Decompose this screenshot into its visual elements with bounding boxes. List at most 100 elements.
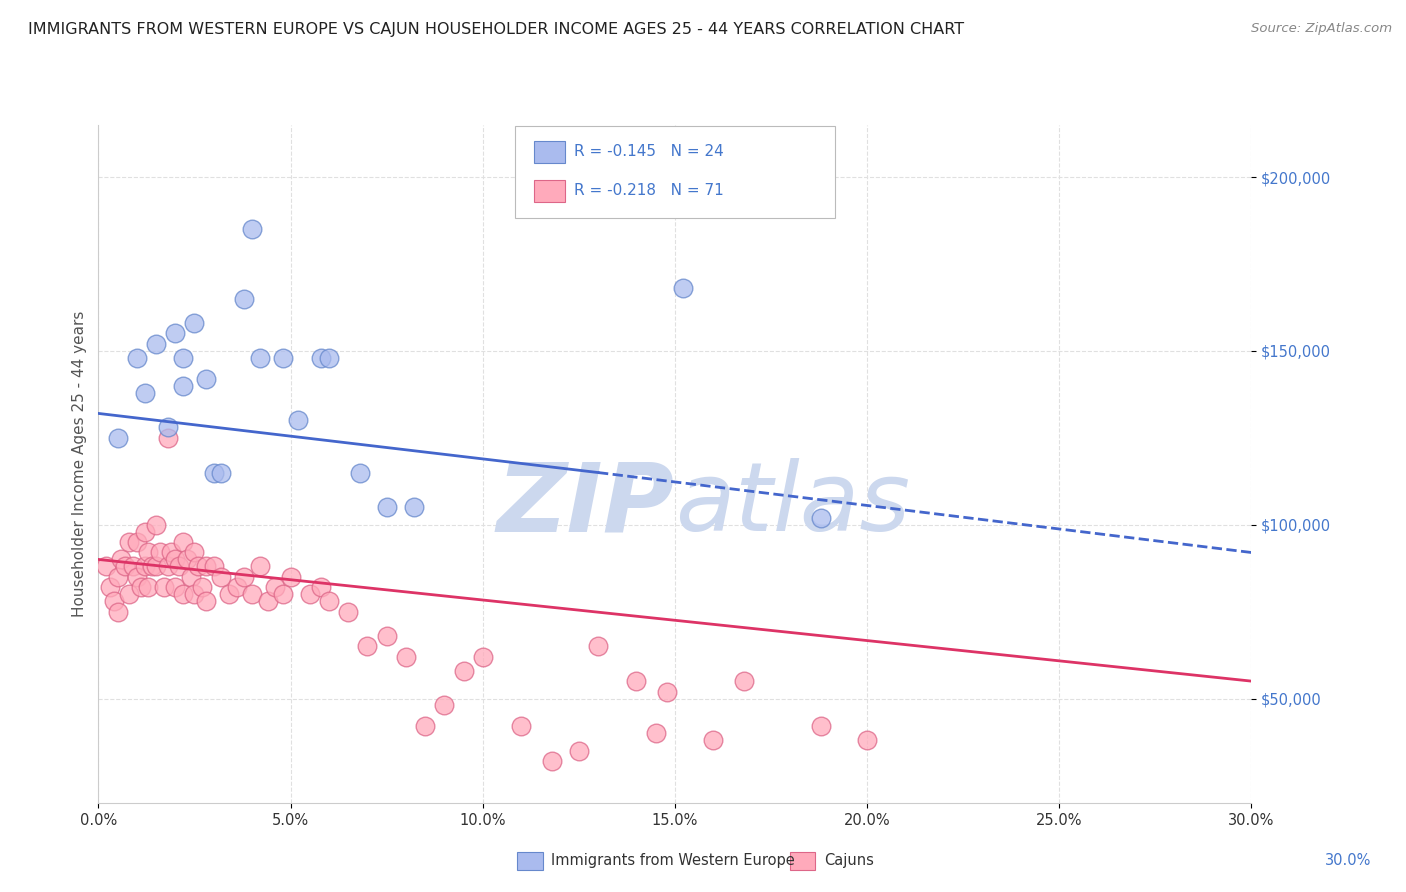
Point: [249, 351, 271, 365]
Point: [129, 580, 152, 594]
Point: [176, 552, 198, 566]
Point: [172, 535, 194, 549]
Point: [733, 674, 755, 689]
Point: [114, 559, 136, 574]
Point: [165, 580, 187, 594]
Text: R = -0.145   N = 24: R = -0.145 N = 24: [574, 145, 724, 159]
Point: [187, 559, 209, 574]
Point: [644, 726, 666, 740]
Point: [195, 594, 218, 608]
Point: [256, 594, 278, 608]
Point: [249, 559, 271, 574]
Point: [202, 466, 225, 480]
Point: [375, 500, 398, 515]
Point: [810, 719, 832, 733]
Point: [160, 545, 183, 559]
Point: [141, 559, 163, 574]
Point: [172, 351, 194, 365]
Point: [149, 545, 172, 559]
Point: [240, 587, 263, 601]
Point: [107, 570, 129, 584]
Point: [134, 559, 156, 574]
Point: [810, 510, 832, 524]
Point: [202, 559, 225, 574]
Point: [280, 570, 302, 584]
Point: [453, 664, 475, 678]
Point: [145, 517, 167, 532]
Point: [180, 570, 202, 584]
Text: atlas: atlas: [675, 458, 910, 551]
Point: [402, 500, 425, 515]
Point: [395, 649, 418, 664]
Point: [172, 378, 194, 392]
Point: [433, 698, 456, 713]
Point: [156, 420, 179, 434]
Point: [311, 580, 333, 594]
Point: [471, 649, 494, 664]
Point: [271, 587, 294, 601]
Text: Cajuns: Cajuns: [824, 854, 873, 868]
Y-axis label: Householder Income Ages 25 - 44 years: Householder Income Ages 25 - 44 years: [72, 310, 87, 617]
Point: [125, 570, 148, 584]
Point: [152, 580, 174, 594]
Text: IMMIGRANTS FROM WESTERN EUROPE VS CAJUN HOUSEHOLDER INCOME AGES 25 - 44 YEARS CO: IMMIGRANTS FROM WESTERN EUROPE VS CAJUN …: [28, 22, 965, 37]
Point: [349, 466, 371, 480]
Point: [287, 413, 309, 427]
Point: [118, 587, 141, 601]
Point: [122, 559, 145, 574]
Point: [318, 594, 340, 608]
Text: Immigrants from Western Europe: Immigrants from Western Europe: [551, 854, 794, 868]
Point: [218, 587, 240, 601]
Point: [125, 351, 148, 365]
Point: [195, 372, 218, 386]
Text: R = -0.218   N = 71: R = -0.218 N = 71: [574, 184, 724, 198]
Point: [134, 385, 156, 400]
Point: [138, 545, 160, 559]
Point: [138, 580, 160, 594]
Point: [541, 754, 564, 768]
Point: [94, 559, 117, 574]
Point: [510, 719, 533, 733]
Point: [626, 674, 648, 689]
Point: [225, 580, 247, 594]
Point: [586, 640, 609, 654]
Point: [183, 587, 205, 601]
Point: [98, 580, 121, 594]
Point: [165, 326, 187, 341]
Point: [145, 337, 167, 351]
Point: [209, 570, 232, 584]
Point: [125, 535, 148, 549]
Point: [233, 570, 256, 584]
Point: [671, 281, 693, 295]
Point: [195, 559, 218, 574]
Point: [107, 431, 129, 445]
Point: [311, 351, 333, 365]
Point: [183, 316, 205, 330]
Point: [167, 559, 190, 574]
Point: [233, 292, 256, 306]
Point: [107, 605, 129, 619]
Point: [172, 587, 194, 601]
Point: [856, 733, 879, 747]
Point: [375, 629, 398, 643]
Point: [240, 222, 263, 236]
Point: [110, 552, 132, 566]
Point: [145, 559, 167, 574]
Point: [191, 580, 214, 594]
Text: 30.0%: 30.0%: [1324, 854, 1371, 868]
Point: [356, 640, 378, 654]
Point: [264, 580, 287, 594]
Text: Source: ZipAtlas.com: Source: ZipAtlas.com: [1251, 22, 1392, 36]
Point: [103, 594, 125, 608]
Point: [183, 545, 205, 559]
Point: [702, 733, 724, 747]
Point: [118, 535, 141, 549]
Point: [568, 744, 591, 758]
Text: ZIP: ZIP: [496, 458, 675, 551]
Point: [413, 719, 436, 733]
Point: [657, 684, 679, 698]
Point: [209, 466, 232, 480]
Point: [318, 351, 340, 365]
Point: [337, 605, 360, 619]
Point: [165, 552, 187, 566]
